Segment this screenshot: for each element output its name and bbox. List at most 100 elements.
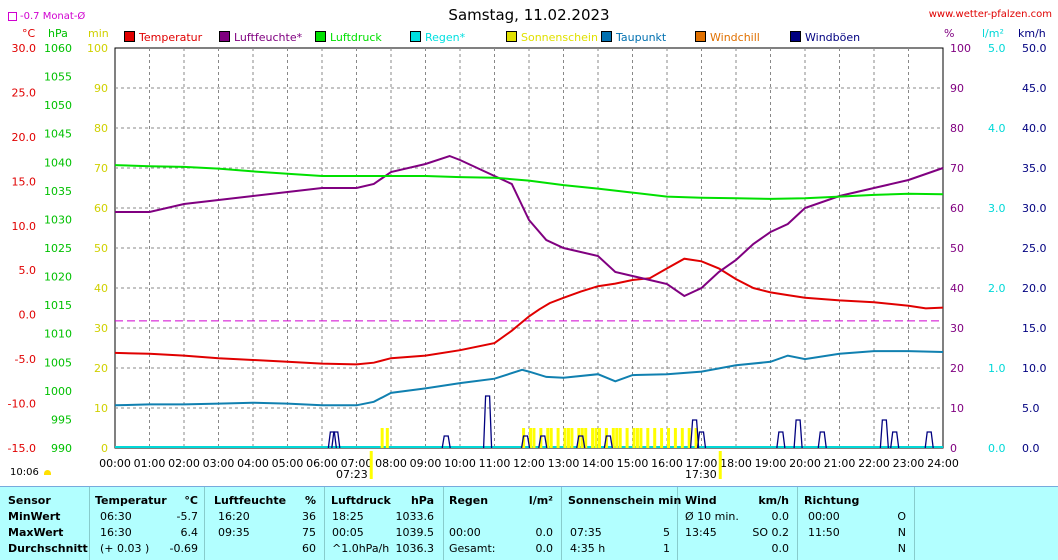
legend-item: Sonnenschein (506, 31, 598, 44)
temp-tick-label: 0.0 (19, 309, 37, 322)
pressure-tick-label: 1045 (44, 128, 72, 141)
cell-temp-value: -0.69 (169, 542, 198, 555)
wind-tick-label: 20.0 (1022, 282, 1047, 295)
cell-press-time: 18:25 (332, 510, 364, 523)
temp-tick-label: -15.0 (8, 442, 36, 455)
humidity-tick-label: 30 (950, 322, 964, 335)
legend-label: Windchill (710, 31, 760, 44)
wind-gust-spike (879, 419, 889, 449)
x-tick-label: 09:00 (410, 457, 442, 470)
site-link[interactable]: www.wetter-pfalzen.com (928, 9, 1052, 20)
temp-tick-label: 20.0 (12, 131, 37, 144)
temp-tick-label: -5.0 (15, 353, 36, 366)
x-tick-label: 18:00 (720, 457, 752, 470)
cell-sun-value: 5 (663, 526, 670, 539)
temp-tick-label: 30.0 (12, 42, 37, 55)
legend-label: Temperatur (139, 31, 203, 44)
humidity-tick-label: 50 (950, 242, 964, 255)
sunshine-bar (653, 428, 657, 448)
x-tick-label: 19:00 (755, 457, 787, 470)
header-temperature: Temperatur (95, 494, 167, 507)
header-humidity: Luftfeuchte (214, 494, 287, 507)
wind-tick-label: 40.0 (1022, 122, 1047, 135)
rain-tick-label: 1.0 (988, 362, 1006, 375)
x-tick-label: 23:00 (893, 457, 925, 470)
stats-column-divider (324, 487, 325, 560)
axis-unit-label: km/h (1018, 27, 1046, 40)
cell-dir-value: N (897, 526, 906, 539)
header-rain-unit: l/m² (528, 494, 553, 507)
sunshine-tick-label: 100 (87, 42, 108, 55)
cell-temp-value: 6.4 (180, 526, 199, 539)
rain-tick-label: 4.0 (988, 122, 1006, 135)
pressure-tick-label: 1055 (44, 71, 72, 84)
humidity-tick-label: 20 (950, 362, 964, 375)
stats-column-divider (797, 487, 798, 560)
sunshine-bar (563, 428, 567, 448)
header-pressure: Luftdruck (331, 494, 391, 507)
x-tick-label: 21:00 (824, 457, 856, 470)
cell-temp-time: 06:30 (100, 510, 132, 523)
sunshine-bar (639, 428, 643, 448)
wind-gust-spike (603, 435, 613, 449)
chart-grid (114, 47, 944, 449)
temp-tick-label: 15.0 (12, 175, 37, 188)
sunshine-bar (532, 428, 536, 448)
cell-dir-time: 00:00 (808, 510, 840, 523)
legend-label: Regen* (425, 31, 466, 44)
sunshine-tick-label: 0 (101, 442, 108, 455)
sun-time-label: 17:30 (685, 468, 717, 481)
stats-column-divider (561, 487, 562, 560)
sunshine-bar (580, 428, 584, 448)
x-tick-label: 02:00 (168, 457, 200, 470)
legend-swatch (219, 31, 230, 42)
chart-labels: 30.0 25.0 20.0 15.0 10.0 5.0 0.0 -5.0 -10.0 -15.0… (8, 27, 1047, 481)
header-sunshine: Sonnenschein min (568, 494, 682, 507)
wind-tick-label: 30.0 (1022, 202, 1047, 215)
humidity-tick-label: 40 (950, 282, 964, 295)
x-tick-label: 15:00 (617, 457, 649, 470)
sunshine-tick-label: 50 (94, 242, 108, 255)
sunshine-bar (632, 428, 636, 448)
legend-swatch (315, 31, 326, 42)
pressure-tick-label: 1010 (44, 328, 72, 341)
cell-press-value: 1036.3 (395, 542, 435, 555)
legend-label: Taupunkt (616, 31, 667, 44)
cell-wind-value: 0.0 (771, 510, 790, 523)
cell-wind-value: 0.0 (771, 542, 790, 555)
wind-tick-label: 0.0 (1022, 442, 1040, 455)
wind-tick-label: 5.0 (1022, 402, 1040, 415)
x-tick-label: 10:00 (444, 457, 476, 470)
sunshine-bar (529, 428, 532, 448)
pressure-tick-label: 1050 (44, 99, 72, 112)
legend-item: Luftdruck (315, 31, 382, 44)
x-tick-label: 13:00 (548, 457, 580, 470)
header-sensor: Sensor (8, 494, 51, 507)
cell-rain-value: 0.0 (535, 542, 554, 555)
legend-swatch (601, 31, 612, 42)
sunshine-tick-label: 80 (94, 122, 108, 135)
sunshine-bar (635, 428, 639, 448)
cell-dir-time: 11:50 (808, 526, 840, 539)
humidity-tick-label: 10 (950, 402, 964, 415)
pressure-tick-label: 1000 (44, 385, 72, 398)
legend-item: Windchill (695, 31, 760, 44)
sunshine-bar (680, 428, 684, 448)
header-wind-unit: km/h (758, 494, 789, 507)
header-rain: Regen (449, 494, 489, 507)
cell-rain-time: Gesamt: (449, 542, 496, 555)
sunshine-bar (556, 428, 560, 448)
humidity-tick-label: 80 (950, 122, 964, 135)
series-line-temperatur (114, 257, 944, 366)
rain-tick-label: 3.0 (988, 202, 1006, 215)
wind-gust-spike (441, 435, 451, 449)
header-humidity-unit: % (304, 494, 316, 507)
weather-chart: 30.0 25.0 20.0 15.0 10.0 5.0 0.0 -5.0 -10.0 -15.0… (8, 27, 1047, 481)
axis-unit-label: °C (22, 27, 36, 40)
sun-time-marker (718, 451, 722, 479)
cell-sun-value: 1 (663, 542, 670, 555)
sunshine-bar (385, 428, 389, 448)
wind-gust-spike (793, 419, 803, 449)
sunshine-bar (594, 428, 598, 448)
wind-tick-label: 25.0 (1022, 242, 1047, 255)
